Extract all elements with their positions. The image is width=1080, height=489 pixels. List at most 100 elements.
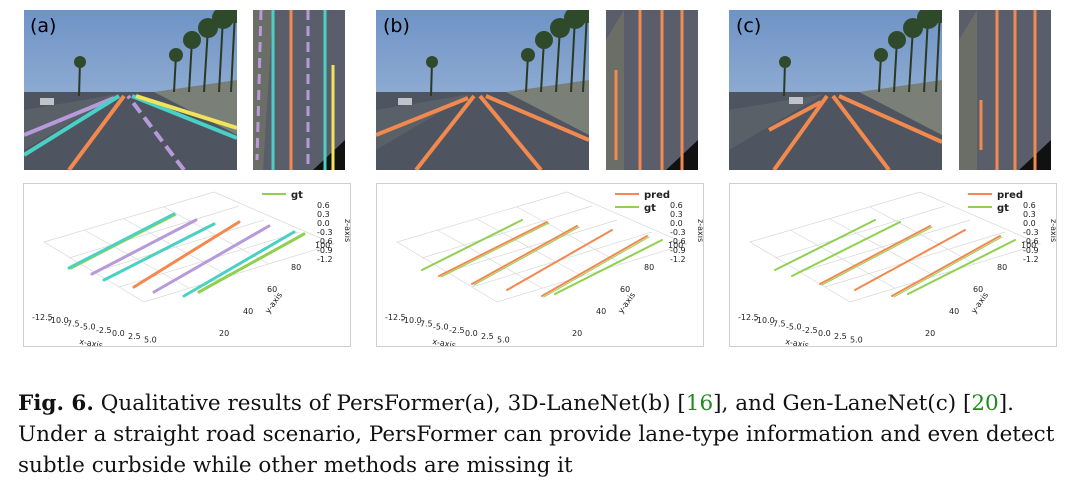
- y-tick-label: 40: [596, 307, 606, 316]
- lane-3d-b-3-gt: [473, 226, 580, 286]
- y-tick-label: 100: [668, 241, 683, 250]
- lane-a-4: [126, 94, 186, 170]
- legend-label-pred: pred: [644, 190, 670, 201]
- x-tick-label: -7.5: [417, 319, 433, 328]
- z-tick-label: -1.2: [670, 255, 686, 264]
- z-tick-label: -0.3: [317, 228, 333, 237]
- lane-3d-c-1: [774, 219, 876, 271]
- x-tick-label: -10.0: [48, 316, 69, 325]
- x-tick-label: -7.5: [64, 319, 80, 328]
- z-axis-label: z-axis: [343, 219, 350, 242]
- x-tick-label: -2.5: [96, 326, 112, 335]
- lane-3d-b-5-gt: [543, 236, 650, 298]
- bev-view-c: [959, 10, 1051, 170]
- caption-text-1: Qualitative results of PersFormer(a), 3D…: [93, 391, 686, 416]
- y-tick-label: 60: [620, 285, 630, 294]
- lane-a-1: [24, 96, 115, 137]
- lane-a-2: [24, 94, 121, 157]
- z-tick-label: -1.2: [1023, 255, 1039, 264]
- legend-label-gt: gt: [644, 203, 656, 214]
- lane-3d-b-4: [506, 229, 613, 291]
- z-tick-label: -0.9: [670, 246, 686, 255]
- x-tick-label: 0.0: [818, 329, 831, 338]
- z-tick-label: -0.6: [317, 237, 333, 246]
- y-tick-label: 40: [243, 307, 253, 316]
- lane-3d-a-7: [197, 232, 306, 294]
- x-tick-label: 5.0: [144, 335, 157, 344]
- z-tick-label: -0.6: [670, 237, 686, 246]
- panel-label-c: (c): [736, 15, 762, 37]
- 3d-plot-b: -12.5 -10.0 -7.5 -5.0 -2.5 0.0 2.5 5.0 x-axis 20 4…: [376, 183, 704, 347]
- lane-3d-c-5: [891, 235, 1001, 297]
- y-tick-label: 20: [572, 329, 582, 338]
- x-tick-label: 2.5: [834, 332, 847, 341]
- x-tick-label: -10.0: [401, 316, 422, 325]
- z-tick-label: 0.0: [317, 219, 330, 228]
- lane-3d-b-6: [554, 239, 663, 295]
- lanes-c: [774, 219, 1016, 298]
- x-tick-label: -7.5: [770, 319, 786, 328]
- x-axis-label: x-axis: [785, 337, 810, 346]
- z-tick-label: 0.3: [670, 210, 683, 219]
- lane-3d-c-5-gt: [893, 236, 1003, 298]
- lane-3d-b-2: [438, 221, 548, 277]
- panel-label-a: (a): [30, 15, 57, 37]
- 3d-plot-a: -12.5 -10.0 -7.5 -5.0 -2.5 0.0 2.5 5.0 x-axis 20 4…: [23, 183, 351, 347]
- x-tick-label: -10.0: [754, 316, 775, 325]
- lane-3d-a-5: [152, 224, 271, 294]
- z-axis-label: z-axis: [696, 219, 703, 242]
- y-tick-label: 20: [219, 329, 229, 338]
- road-photo-a: [24, 10, 237, 170]
- 3d-plot-c: -12.5 -10.0 -7.5 -5.0 -2.5 0.0 2.5 5.0 x-axis 20 4…: [729, 183, 1057, 347]
- x-tick-label: 2.5: [128, 332, 141, 341]
- x-tick-label: 5.0: [497, 335, 510, 344]
- bev-view-a: [253, 10, 345, 170]
- x-tick-label: -5.0: [786, 323, 802, 332]
- y-tick-label: 60: [973, 285, 983, 294]
- caption-text-2: ], and Gen-LaneNet(c) [: [713, 391, 972, 416]
- y-tick-label: 80: [997, 263, 1007, 272]
- lane-3d-a-1-gt: [70, 214, 177, 270]
- z-tick-label: 0.3: [317, 210, 330, 219]
- y-tick-label: 20: [925, 329, 935, 338]
- lane-a-6: [135, 94, 237, 130]
- z-tick-label: 0.3: [1023, 210, 1036, 219]
- lane-3d-b-1: [421, 219, 523, 271]
- citation-link-16[interactable]: 16: [685, 391, 714, 416]
- legend-label-pred: pred: [997, 190, 1023, 201]
- bev-view-b: [606, 10, 698, 170]
- x-tick-label: -12.5: [738, 313, 759, 322]
- lane-3d-b-5: [541, 235, 648, 297]
- lane-overlays-a: [24, 94, 237, 170]
- legend-label-gt: gt: [997, 203, 1009, 214]
- z-tick-label: -0.9: [1023, 246, 1039, 255]
- z-tick-label: 0.0: [670, 219, 683, 228]
- citation-link-20[interactable]: 20: [971, 391, 999, 416]
- caption-text-3: ]. Under a straight road scenario, PersF…: [18, 391, 1055, 478]
- lane-3d-a-2: [90, 218, 198, 276]
- lane-3d-b-2-gt: [440, 222, 550, 278]
- panel-label-b: (b): [383, 15, 410, 37]
- road-photo-b: [376, 10, 589, 170]
- y-tick-label: 100: [1021, 241, 1036, 250]
- z-tick-label: -0.3: [670, 228, 686, 237]
- x-tick-label: -5.0: [80, 323, 96, 332]
- figure-caption: Fig. 6. Qualitative results of PersForme…: [18, 388, 1068, 481]
- lanes-a: [67, 212, 306, 298]
- y-tick-label: 80: [291, 263, 301, 272]
- z-tick-label: -0.6: [1023, 237, 1039, 246]
- lane-a-3: [67, 94, 126, 170]
- road-photo-c: [729, 10, 942, 170]
- lane-3d-c-4: [854, 229, 966, 291]
- x-tick-label: 0.0: [112, 329, 125, 338]
- y-tick-label: 60: [267, 285, 277, 294]
- z-tick-label: 0.6: [670, 201, 683, 210]
- x-axis-label: x-axis: [432, 337, 457, 346]
- x-tick-label: -12.5: [385, 313, 406, 322]
- lane-overlays-c: [768, 94, 942, 170]
- lane-3d-c-3: [819, 225, 931, 285]
- lane-a-5: [131, 94, 237, 140]
- lane-3d-c-2: [791, 221, 901, 277]
- lane-3d-a-1: [67, 212, 176, 270]
- lane-3d-a-4: [132, 220, 241, 289]
